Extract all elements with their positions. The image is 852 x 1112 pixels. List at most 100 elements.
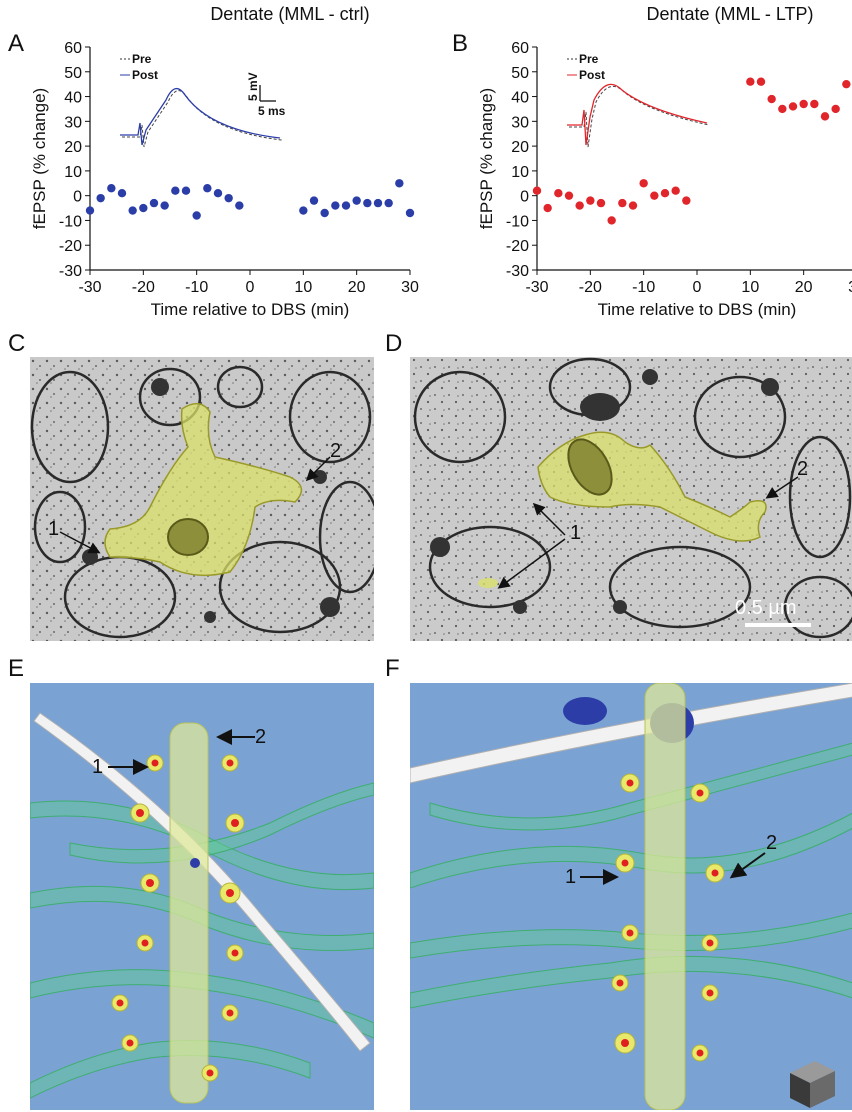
data-point xyxy=(405,208,415,218)
callout-1-d: 1 xyxy=(570,522,582,544)
x-tick-label: -20 xyxy=(132,279,155,296)
data-point xyxy=(352,196,361,205)
x-tick-label: -10 xyxy=(632,279,655,296)
data-point xyxy=(682,196,691,205)
callouts-c xyxy=(59,456,331,554)
callout-2-e: 2 xyxy=(255,726,267,748)
legend-post: Post xyxy=(132,68,158,82)
chart-title-ltp: Dentate (MML - LTP) xyxy=(646,4,814,24)
x-tick-label: 10 xyxy=(741,279,759,296)
data-point xyxy=(181,186,191,195)
data-point xyxy=(160,201,169,210)
data-point xyxy=(107,184,116,193)
callout-2-f: 2 xyxy=(766,832,778,854)
legend-pre: Pre xyxy=(132,52,152,66)
data-point xyxy=(309,196,319,205)
callout-2-c: 2 xyxy=(330,440,342,462)
x-tick-label: 30 xyxy=(848,279,852,296)
x-tick-label: -10 xyxy=(185,279,208,296)
x-tick-label: 0 xyxy=(693,279,702,296)
data-point xyxy=(788,102,798,111)
scale-ms: 5 ms xyxy=(258,104,286,118)
x-axis-label: Time relative to DBS (min) xyxy=(598,300,797,319)
data-point xyxy=(810,99,819,109)
data-point xyxy=(373,198,383,208)
data-point xyxy=(139,203,148,213)
data-point xyxy=(799,99,808,109)
x-tick-label: -30 xyxy=(78,279,101,296)
data-point xyxy=(820,112,830,121)
panel-letter-f: F xyxy=(385,655,400,682)
inset-trace: Pre Post 5 mV 5 ms xyxy=(120,52,286,148)
data-point xyxy=(128,206,137,215)
data-point xyxy=(554,188,563,198)
data-point xyxy=(171,186,180,195)
inset-trace: Pre Post xyxy=(567,52,710,148)
data-point xyxy=(756,77,766,86)
panel-letter-c: C xyxy=(8,330,26,357)
data-point xyxy=(767,94,776,104)
y-tick-label: 0 xyxy=(73,189,82,206)
callout-1-e: 1 xyxy=(92,756,104,778)
y-tick-label: -30 xyxy=(59,263,82,280)
panel-letter-b: B xyxy=(452,30,469,57)
data-point xyxy=(778,104,787,114)
callout-1-c: 1 xyxy=(48,518,60,540)
y-tick-label: 50 xyxy=(511,65,529,82)
y-tick-label: 60 xyxy=(511,40,529,57)
data-point xyxy=(331,201,340,210)
legend-pre: Pre xyxy=(579,52,599,66)
x-tick-label: 20 xyxy=(795,279,813,296)
y-tick-label: 40 xyxy=(64,90,82,107)
dendritic-spine-ctrl xyxy=(104,403,303,577)
x-tick-label: 10 xyxy=(294,279,312,296)
x-tick-label: 20 xyxy=(348,279,366,296)
data-point xyxy=(575,201,584,210)
orientation-cube-icon xyxy=(790,1061,835,1108)
x-tick-label: -20 xyxy=(579,279,602,296)
callout-1-f: 1 xyxy=(565,866,577,888)
data-point xyxy=(532,186,542,195)
data-point xyxy=(395,179,404,188)
data-point xyxy=(650,191,659,200)
y-tick-label: 10 xyxy=(511,164,529,181)
reconstruction-ltp xyxy=(410,683,852,1110)
data-point xyxy=(320,208,329,218)
x-tick-label: 0 xyxy=(246,279,255,296)
data-point xyxy=(586,196,595,205)
data-point xyxy=(203,184,212,193)
data-point xyxy=(363,198,372,208)
y-tick-label: -20 xyxy=(59,238,82,255)
y-axis-label: fEPSP (% change) xyxy=(30,88,49,229)
callouts-e xyxy=(108,729,255,775)
em-image-ltp xyxy=(410,357,852,641)
chart-ltp: -30 -20 -10 0 10 20 30 40 50 60 -30 -20 -10 0 10 20 30 Ti… xyxy=(477,40,852,319)
em-image-ctrl xyxy=(30,357,374,641)
data-point xyxy=(299,206,308,215)
data-point xyxy=(543,203,552,213)
data-point xyxy=(564,191,574,200)
y-tick-label: -10 xyxy=(506,213,529,230)
x-tick-label: 30 xyxy=(401,279,419,296)
y-axis-label: fEPSP (% change) xyxy=(477,88,496,229)
y-tick-label: 30 xyxy=(64,114,82,131)
data-point xyxy=(96,193,105,203)
data-point xyxy=(224,193,233,203)
data-point xyxy=(671,186,680,195)
chart-title-ctrl: Dentate (MML - ctrl) xyxy=(210,4,370,24)
y-tick-label: -30 xyxy=(506,263,529,280)
data-point xyxy=(607,216,616,225)
panel-letter-a: A xyxy=(8,30,25,57)
x-axis-label: Time relative to DBS (min) xyxy=(151,300,350,319)
y-tick-label: 10 xyxy=(64,164,82,181)
reconstruction-ctrl xyxy=(30,683,374,1110)
y-tick-label: 50 xyxy=(64,65,82,82)
y-tick-label: -10 xyxy=(59,213,82,230)
legend-post: Post xyxy=(579,68,605,82)
data-point xyxy=(660,188,670,198)
callouts-d xyxy=(497,476,799,589)
data-point xyxy=(117,188,127,198)
data-point xyxy=(85,206,95,215)
data-point xyxy=(639,179,648,188)
chart-ctrl: -30 -20 -10 0 10 20 30 40 50 60 -30 -20 -10 0 10 20 30 Ti… xyxy=(30,40,419,319)
